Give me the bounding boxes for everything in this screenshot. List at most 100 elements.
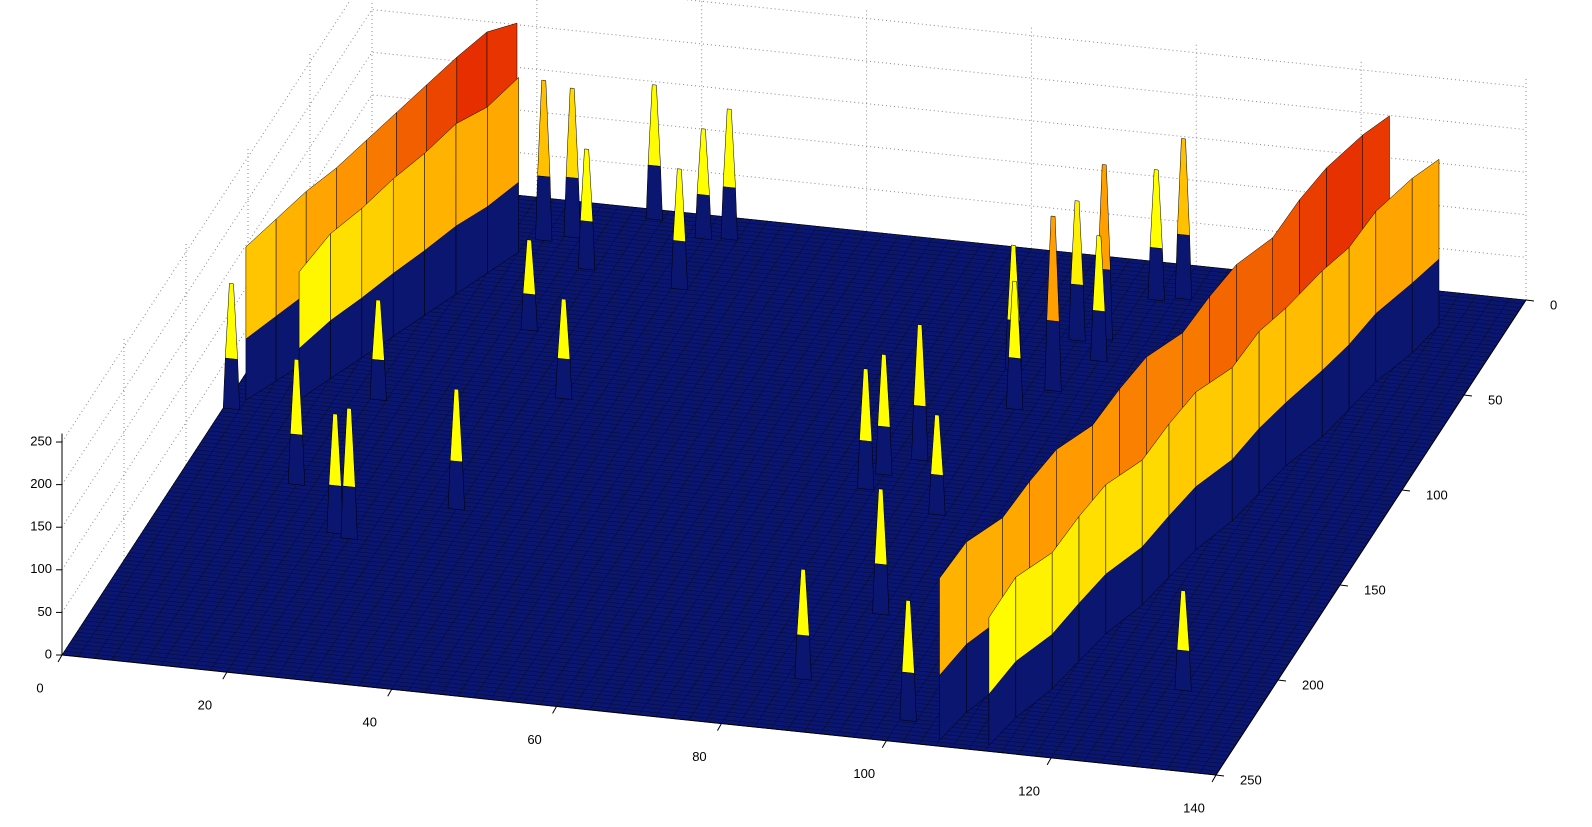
spike-base: [287, 433, 305, 486]
grid-line: [61, 136, 1527, 613]
spike-base: [326, 484, 344, 535]
spike-base: [875, 425, 893, 476]
z-tick-label: 50: [38, 604, 52, 619]
surface-ridge: [1195, 367, 1233, 551]
surface-spike: [899, 600, 917, 722]
spike-base: [1174, 233, 1192, 300]
spike-base: [720, 186, 738, 241]
x-tick-label: 100: [853, 766, 875, 781]
surface-ridge: [1141, 423, 1170, 606]
spike-top: [1177, 138, 1190, 236]
y-tick: [1525, 299, 1535, 302]
spike-top: [1149, 169, 1163, 249]
surface-spike: [1044, 215, 1062, 392]
surface-spike: [875, 354, 893, 476]
x-tick-label: 20: [198, 698, 212, 713]
spike-top: [859, 368, 873, 442]
spike-top: [522, 239, 536, 296]
spike-base: [535, 175, 553, 242]
spike-top: [557, 298, 571, 360]
spike-base: [1147, 247, 1165, 302]
surface-spike: [1006, 280, 1024, 411]
surface-ridge: [1015, 552, 1053, 719]
x-tick: [57, 654, 63, 663]
surface-ridge: [298, 233, 331, 401]
surface-spike: [872, 488, 890, 616]
y-tick-label: 100: [1426, 487, 1448, 502]
spike-top: [1070, 200, 1084, 286]
spike-base: [340, 485, 358, 540]
ridge-top: [245, 218, 277, 340]
spike-base: [670, 240, 688, 291]
x-tick-label: 40: [362, 715, 376, 730]
spike-base: [520, 293, 538, 332]
spike-base: [1090, 310, 1108, 363]
y-tick: [1215, 774, 1225, 777]
z-tick-label: 150: [30, 519, 52, 534]
spike-base: [447, 460, 465, 511]
surface-spike: [369, 299, 387, 401]
spike-base: [694, 193, 712, 240]
surface-spike: [857, 368, 875, 491]
surface-mesh: [61, 179, 1527, 776]
spike-top: [328, 413, 342, 487]
grid-line: [61, 0, 1527, 443]
spike-top: [1008, 280, 1022, 359]
spike-top: [877, 354, 891, 428]
spike-top: [565, 87, 579, 179]
surface-ridge: [1348, 210, 1377, 411]
grid-line: [61, 9, 1527, 485]
surface-spike: [222, 283, 240, 410]
surface-ridge: [1168, 391, 1197, 579]
surface-ridge: [1321, 246, 1350, 438]
x-tick: [1211, 774, 1217, 783]
spike-top: [796, 568, 810, 637]
surface-ridge: [1231, 330, 1260, 522]
y-tick: [1339, 584, 1349, 587]
z-tick-label: 0: [45, 646, 52, 661]
surface-spike: [578, 148, 596, 271]
spike-base: [928, 473, 946, 516]
y-tick-label: 50: [1488, 392, 1502, 407]
spike-base: [222, 357, 240, 410]
surface-spike: [535, 79, 553, 242]
spike-base: [555, 358, 573, 400]
y-tick: [1463, 394, 1473, 397]
surface-spike: [555, 298, 573, 400]
spike-top: [930, 414, 944, 476]
x-tick-label: 120: [1018, 783, 1040, 798]
spike-top: [290, 358, 303, 436]
surface-spike: [1068, 200, 1086, 342]
spike-top: [913, 324, 927, 407]
spike-base: [794, 634, 812, 681]
surface-ridge: [1375, 177, 1413, 383]
surface-spike: [694, 128, 712, 240]
y-tick: [1277, 679, 1287, 682]
y-axis: [1215, 299, 1527, 776]
surface-spike: [670, 168, 688, 291]
ridge-top: [298, 233, 331, 350]
ridge-top: [455, 106, 488, 227]
ridge-top: [988, 576, 1017, 695]
spike-base: [911, 405, 929, 462]
spike-top: [1176, 590, 1190, 652]
surface-spike: [928, 414, 946, 516]
surface-spike: [520, 239, 538, 332]
surface-spike: [1174, 590, 1192, 692]
spike-base: [369, 359, 387, 401]
spike-top: [901, 600, 915, 674]
grid-line: [61, 94, 1527, 571]
surface-spike: [1090, 235, 1108, 363]
surface-spike: [340, 407, 358, 540]
surface-ridge: [1105, 459, 1143, 635]
x-tick: [1046, 757, 1052, 766]
x-tick: [387, 689, 393, 697]
spike-base: [1006, 357, 1024, 411]
z-tick-label: 250: [30, 433, 52, 448]
spike-base: [578, 220, 596, 271]
ridge-top: [939, 541, 967, 677]
x-tick: [552, 706, 558, 714]
spike-base: [899, 671, 917, 722]
